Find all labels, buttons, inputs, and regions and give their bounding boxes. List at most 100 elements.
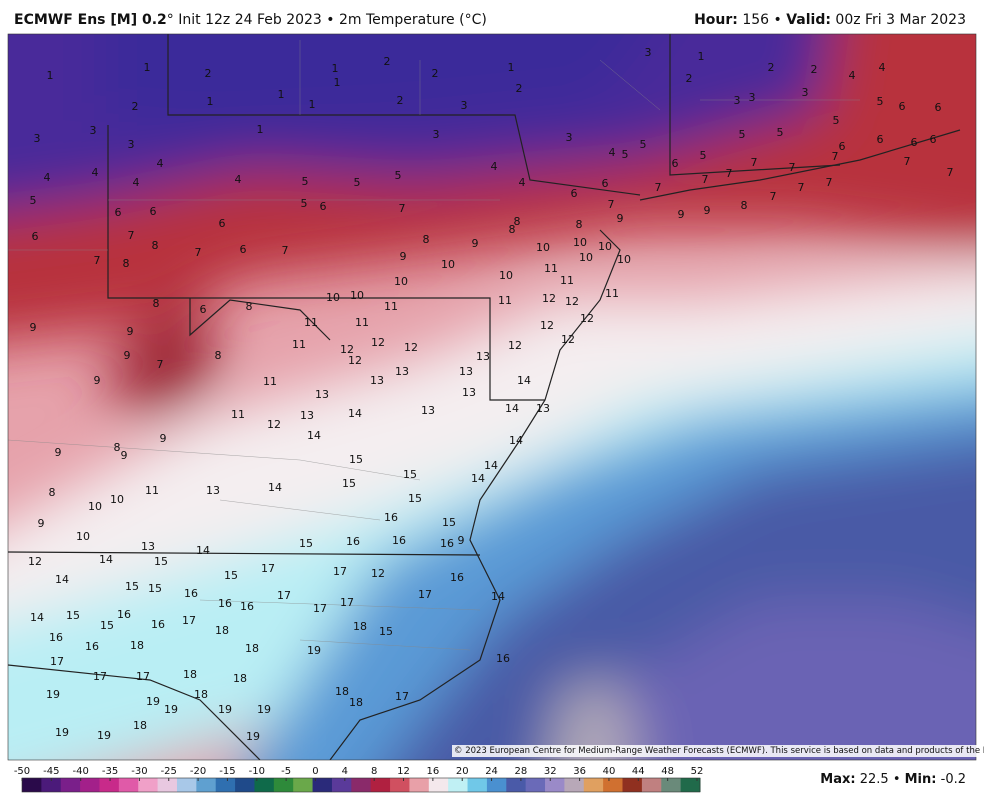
temperature-label: 3	[433, 128, 440, 141]
temperature-label: 4	[849, 69, 856, 82]
temperature-label: 4	[235, 173, 242, 186]
temperature-label: 7	[751, 156, 758, 169]
colorbar-swatch	[331, 778, 352, 792]
temperature-label: 10	[617, 253, 631, 266]
min-label: Min:	[904, 772, 937, 787]
temperature-label: 6	[899, 100, 906, 113]
temperature-label: 9	[617, 212, 624, 225]
temperature-label: 10	[598, 240, 612, 253]
temperature-label: 17	[182, 614, 196, 627]
temperature-label: 14	[55, 573, 69, 586]
temperature-label: 4	[491, 160, 498, 173]
temperature-label: 1	[278, 88, 285, 101]
temperature-label: 4	[157, 157, 164, 170]
temperature-label: 2	[516, 82, 523, 95]
colorbar-swatch	[622, 778, 643, 792]
temperature-label: 1	[698, 50, 705, 63]
colorbar-tick-label: 0	[312, 766, 318, 777]
temperature-label: 17	[418, 588, 432, 601]
temperature-label: 10	[499, 269, 513, 282]
temperature-label: 12	[371, 567, 385, 580]
temperature-label: 8	[123, 257, 130, 270]
temperature-label: 11	[263, 375, 277, 388]
temperature-label: 7	[726, 167, 733, 180]
colorbar-tick-label: 36	[573, 766, 586, 777]
temperature-label: 9	[127, 325, 134, 338]
temperature-label: 16	[440, 537, 454, 550]
temperature-label: 7	[195, 246, 202, 259]
valid: 00z Fri 3 Mar 2023	[835, 12, 966, 28]
temperature-label: 4	[519, 176, 526, 189]
temperature-label: 3	[90, 124, 97, 137]
temperature-label: 9	[55, 446, 62, 459]
temperature-label: 19	[218, 703, 232, 716]
temperature-label: 7	[399, 202, 406, 215]
colorbar-tick-label: 20	[456, 766, 469, 777]
temperature-label: 13	[476, 350, 490, 363]
temperature-label: 7	[826, 176, 833, 189]
temperature-label: 7	[832, 150, 839, 163]
temperature-label: 9	[160, 432, 167, 445]
colorbar-swatch	[118, 778, 139, 792]
temperature-label: 19	[246, 730, 260, 743]
temperature-label: 12	[28, 555, 42, 568]
temperature-label: 15	[403, 468, 417, 481]
temperature-label: 7	[157, 358, 164, 371]
temperature-label: 4	[133, 176, 140, 189]
colorbar-swatch	[448, 778, 469, 792]
colorbar-swatch	[428, 778, 449, 792]
colorbar-tick-label: -40	[73, 766, 89, 777]
temperature-label: 15	[148, 582, 162, 595]
temperature-label: 17	[277, 589, 291, 602]
colorbar-swatch	[641, 778, 662, 792]
colorbar-tick-label: -30	[131, 766, 147, 777]
colorbar-swatch	[351, 778, 372, 792]
colorbar-tick-label: 40	[603, 766, 616, 777]
temperature-label: 13	[395, 365, 409, 378]
model: ECMWF Ens [M] 0.2	[14, 12, 167, 28]
temperature-label: 8	[215, 349, 222, 362]
temperature-label: 5	[30, 194, 37, 207]
temperature-label: 1	[207, 95, 214, 108]
temperature-label: 6	[602, 177, 609, 190]
colorbar-tick-label: -5	[281, 766, 291, 777]
temperature-label: 16	[184, 587, 198, 600]
temperature-label: 11	[231, 408, 245, 421]
temperature-label: 18	[233, 672, 247, 685]
temperature-label: 6	[571, 187, 578, 200]
temperature-label: 17	[261, 562, 275, 575]
temperature-label: 3	[34, 132, 41, 145]
temperature-label: 4	[92, 166, 99, 179]
colorbar-swatch	[41, 778, 62, 792]
temperature-label: 11	[292, 338, 306, 351]
temperature-label: 2	[432, 67, 439, 80]
hour-label: Hour:	[694, 12, 738, 28]
temperature-label: 18	[183, 668, 197, 681]
temperature-label: 19	[146, 695, 160, 708]
temperature-label: 5	[395, 169, 402, 182]
temperature-label: 12	[580, 312, 594, 325]
temperature-label: 6	[672, 157, 679, 170]
colorbar-swatch	[22, 778, 42, 792]
temperature-label: 16	[346, 535, 360, 548]
temperature-label: 17	[333, 565, 347, 578]
colorbar-tick-label: -15	[219, 766, 235, 777]
temperature-label: 14	[509, 434, 523, 447]
temperature-label: 19	[46, 688, 60, 701]
colorbar-swatch	[138, 778, 159, 792]
temperature-label: 5	[700, 149, 707, 162]
temperature-label: 13	[315, 388, 329, 401]
temperature-label: 14	[505, 402, 519, 415]
temperature-label: 8	[246, 300, 253, 313]
colorbar-swatch	[157, 778, 178, 792]
colorbar-swatch	[235, 778, 255, 792]
temperature-label: 5	[301, 197, 308, 210]
temperature-label: 11	[355, 316, 369, 329]
temperature-label: 9	[704, 204, 711, 217]
temperature-label: 15	[224, 569, 238, 582]
colorbar-swatch	[680, 778, 701, 792]
temperature-label: 6	[935, 101, 942, 114]
temperature-label: 11	[145, 484, 159, 497]
temperature-label: 7	[789, 161, 796, 174]
temperature-label: 8	[49, 486, 56, 499]
